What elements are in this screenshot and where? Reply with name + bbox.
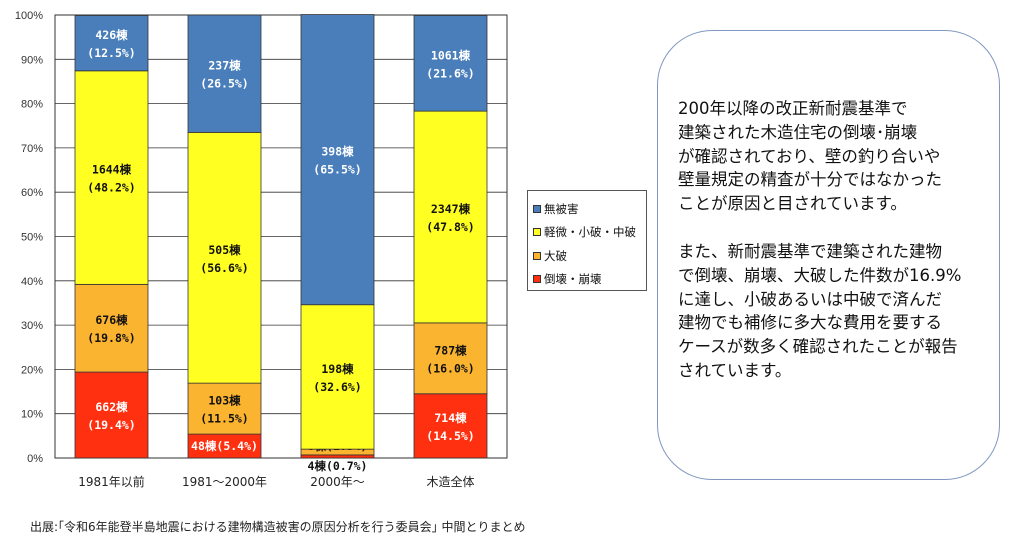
- y-tick-label: 100%: [15, 10, 43, 22]
- y-tick-label: 20%: [21, 364, 43, 376]
- bar-segment: [74, 15, 149, 72]
- data-label: (11.5%): [200, 412, 248, 426]
- legend-swatch: [533, 228, 541, 237]
- y-tick-label: 70%: [21, 143, 43, 155]
- y-tick-label: 80%: [21, 99, 43, 111]
- bar-segment: [74, 70, 149, 285]
- data-label: (12.5%): [87, 46, 135, 60]
- data-label: (16.0%): [426, 361, 474, 375]
- data-label: 787棟: [434, 343, 467, 357]
- bar-segment: [413, 15, 488, 112]
- data-label: 1644棟: [92, 163, 132, 177]
- data-label: 505棟: [208, 243, 241, 257]
- data-label: (26.5%): [200, 77, 248, 91]
- legend-item: 大破: [533, 244, 646, 268]
- explanation-box: 200年以降の改正新耐震基準で 建築された木造住宅の倒壊･崩壊 が確認されており…: [657, 30, 1000, 480]
- chart-legend: 無被害 軽微・小破・中破 大破 倒壊・崩壊: [527, 190, 647, 291]
- bar-segment: [187, 382, 262, 435]
- data-label: 2347棟: [431, 202, 471, 216]
- bar-segment: [74, 283, 149, 373]
- y-tick-label: 40%: [21, 276, 43, 288]
- y-tick-label: 30%: [21, 320, 43, 332]
- legend-item: 軽微・小破・中破: [533, 221, 646, 245]
- data-label: 1061棟: [431, 48, 471, 62]
- data-label: 662棟: [95, 400, 128, 414]
- data-label: (47.8%): [426, 220, 474, 234]
- legend-swatch: [533, 275, 541, 284]
- bar-segment: [413, 322, 488, 395]
- y-tick-label: 0%: [27, 453, 43, 465]
- data-label: (19.4%): [87, 418, 135, 432]
- bar-segment: [300, 304, 375, 450]
- data-label: 398棟: [321, 145, 354, 159]
- data-label: (32.6%): [313, 380, 361, 394]
- legend-item: 倒壊・崩壊: [533, 268, 646, 292]
- bar-segment: [413, 393, 488, 459]
- legend-label: 軽微・小破・中破: [544, 225, 636, 240]
- data-label: (65.5%): [313, 163, 361, 177]
- bar-segment: [187, 14, 262, 133]
- legend-item: 無被害: [533, 197, 646, 221]
- data-label: 198棟: [321, 362, 354, 376]
- legend-swatch: [533, 204, 541, 213]
- legend-label: 無被害: [544, 201, 579, 216]
- data-label: 237棟: [208, 59, 241, 73]
- y-tick-label: 90%: [21, 54, 43, 66]
- data-label: (14.5%): [426, 429, 474, 443]
- data-label: (21.6%): [426, 66, 474, 80]
- legend-label: 倒壊・崩壊: [544, 272, 602, 287]
- bar-segment: [187, 131, 262, 384]
- data-label: 676棟: [95, 313, 128, 327]
- source-citation: 出展:｢令和6年能登半島地震における建物構造被害の原因分析を行う委員会｣ 中間と…: [30, 520, 526, 534]
- note-paragraph-1: 200年以降の改正新耐震基準で 建築された木造住宅の倒壊･崩壊 が確認されており…: [678, 99, 942, 214]
- data-label: (19.8%): [87, 331, 135, 345]
- data-label: 48棟(5.4%): [191, 439, 258, 453]
- bar-segment: [300, 454, 375, 459]
- bar-segment: [413, 110, 488, 324]
- x-tick-label: 1981年以前: [78, 474, 145, 489]
- y-tick-label: 60%: [21, 187, 43, 199]
- legend-label: 大破: [544, 248, 567, 263]
- y-tick-label: 50%: [21, 232, 43, 244]
- x-tick-label: 木造全体: [426, 474, 474, 489]
- data-label: (48.2%): [87, 181, 135, 195]
- y-tick-label: 10%: [21, 409, 43, 421]
- data-label: 4棟(0.7%): [308, 459, 368, 473]
- x-tick-label: 1981～2000年: [182, 475, 267, 489]
- data-label: 714棟: [434, 411, 467, 425]
- data-label: (56.6%): [200, 261, 248, 275]
- x-tick-label: 2000年～: [310, 475, 365, 489]
- legend-swatch: [533, 251, 541, 260]
- stacked-bar-chart: 0% 10% 20% 30% 40% 50% 60% 70% 80% 90% 100% 662棟 (19…: [15, 10, 508, 489]
- note-paragraph-2: また、新耐震基準で建築された建物 で倒壊、崩壊、大破した件数が16.9% に達し…: [678, 241, 962, 380]
- data-label: 103棟: [208, 394, 241, 408]
- bar-segment: [74, 371, 149, 459]
- data-label: 426棟: [95, 28, 128, 42]
- bar-segment: [300, 14, 375, 306]
